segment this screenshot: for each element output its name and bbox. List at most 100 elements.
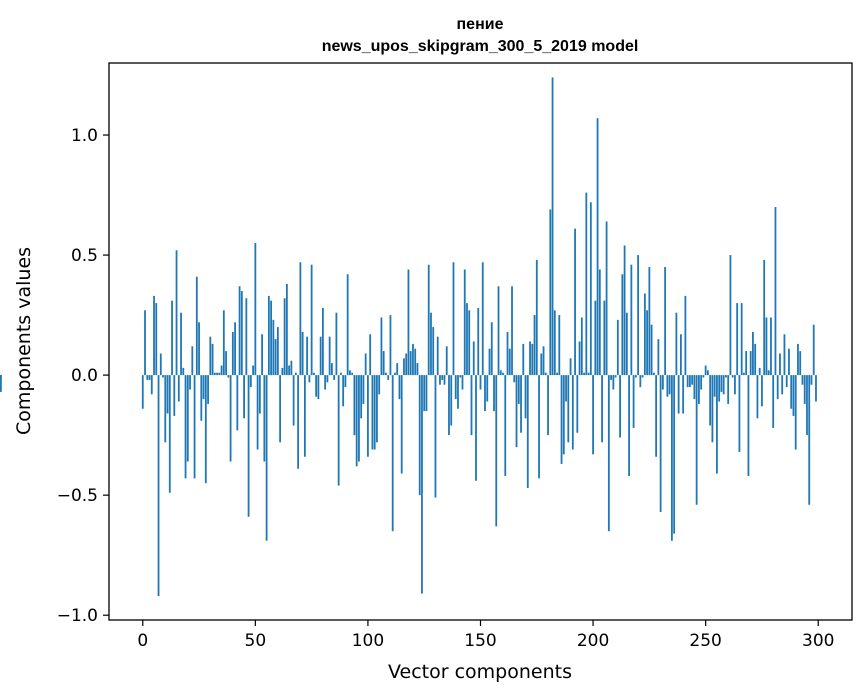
bar bbox=[371, 375, 374, 450]
bar bbox=[288, 365, 291, 376]
bar bbox=[499, 370, 502, 376]
bar bbox=[164, 375, 167, 443]
bar bbox=[578, 341, 581, 376]
bar bbox=[317, 375, 320, 400]
bar bbox=[443, 375, 446, 385]
bar bbox=[479, 375, 482, 390]
bar bbox=[625, 312, 628, 376]
bar bbox=[466, 303, 468, 376]
bar bbox=[353, 375, 356, 436]
bar bbox=[387, 375, 390, 380]
bar bbox=[785, 375, 788, 388]
bar bbox=[781, 375, 784, 395]
bar bbox=[335, 312, 338, 376]
bar bbox=[808, 375, 811, 505]
bar bbox=[614, 375, 617, 378]
bar bbox=[470, 375, 473, 436]
bar bbox=[679, 334, 682, 376]
bar bbox=[373, 375, 376, 450]
bar bbox=[648, 267, 651, 376]
bar bbox=[511, 286, 513, 376]
bar bbox=[725, 375, 727, 378]
bar bbox=[292, 375, 295, 426]
bar bbox=[450, 375, 453, 426]
bar bbox=[668, 375, 671, 395]
bar bbox=[270, 300, 273, 376]
bar bbox=[355, 375, 358, 467]
bar bbox=[400, 375, 403, 474]
bar bbox=[457, 375, 459, 409]
bar bbox=[213, 372, 216, 376]
bar bbox=[385, 372, 387, 376]
bar bbox=[162, 375, 164, 378]
bar bbox=[461, 375, 464, 390]
bar bbox=[560, 375, 563, 464]
bar bbox=[195, 276, 198, 376]
bar bbox=[580, 317, 583, 376]
bar bbox=[734, 375, 736, 395]
bar bbox=[168, 375, 171, 493]
y-tick-label: 1.0 bbox=[71, 126, 98, 146]
bar bbox=[254, 243, 257, 376]
bar bbox=[589, 202, 592, 376]
bar bbox=[569, 358, 572, 376]
bar bbox=[425, 375, 428, 412]
bar bbox=[155, 303, 158, 376]
bar bbox=[779, 353, 781, 376]
bar bbox=[810, 375, 813, 385]
bar bbox=[231, 331, 234, 376]
bar bbox=[497, 286, 500, 376]
bar bbox=[445, 346, 448, 376]
bar bbox=[763, 259, 766, 376]
x-axis-label: Vector components bbox=[388, 661, 572, 683]
bar bbox=[607, 375, 610, 532]
chart-subtitle: news_upos_skipgram_300_5_2019 model bbox=[322, 38, 639, 55]
bar bbox=[695, 375, 698, 505]
bar bbox=[709, 375, 712, 426]
bar bbox=[772, 375, 775, 428]
bar bbox=[506, 331, 509, 376]
bar bbox=[691, 375, 694, 385]
bar bbox=[765, 317, 768, 376]
bar bbox=[391, 375, 394, 532]
bar bbox=[711, 375, 714, 443]
bar bbox=[351, 372, 354, 376]
bar bbox=[306, 336, 309, 376]
bar bbox=[596, 118, 599, 376]
bar bbox=[657, 339, 660, 376]
bar bbox=[331, 363, 333, 376]
bar bbox=[315, 375, 318, 397]
bar bbox=[252, 365, 254, 376]
bar bbox=[553, 310, 556, 376]
bar bbox=[180, 312, 182, 376]
x-tick-label: 50 bbox=[245, 631, 267, 651]
bar bbox=[258, 375, 261, 414]
bar bbox=[533, 315, 536, 376]
bar bbox=[166, 375, 169, 414]
bar bbox=[344, 375, 347, 388]
bar bbox=[159, 353, 162, 376]
bar bbox=[380, 317, 383, 376]
bar bbox=[308, 375, 311, 383]
bar bbox=[189, 375, 191, 390]
bar bbox=[752, 331, 754, 376]
bar bbox=[477, 307, 480, 376]
bar bbox=[616, 319, 619, 376]
bar bbox=[628, 375, 630, 476]
bar bbox=[740, 303, 743, 376]
x-tick-label: 100 bbox=[352, 631, 384, 651]
bar bbox=[283, 298, 286, 376]
bar bbox=[686, 375, 689, 388]
bar bbox=[261, 334, 263, 376]
bar bbox=[776, 375, 779, 400]
chart-title: пение bbox=[457, 16, 504, 33]
bar bbox=[378, 375, 381, 395]
bar bbox=[792, 375, 795, 416]
bar bbox=[549, 209, 552, 376]
bar bbox=[538, 375, 540, 479]
bar bbox=[664, 267, 667, 376]
bar bbox=[414, 348, 417, 376]
bar bbox=[598, 269, 601, 376]
bar bbox=[551, 77, 554, 376]
bar bbox=[468, 310, 471, 376]
